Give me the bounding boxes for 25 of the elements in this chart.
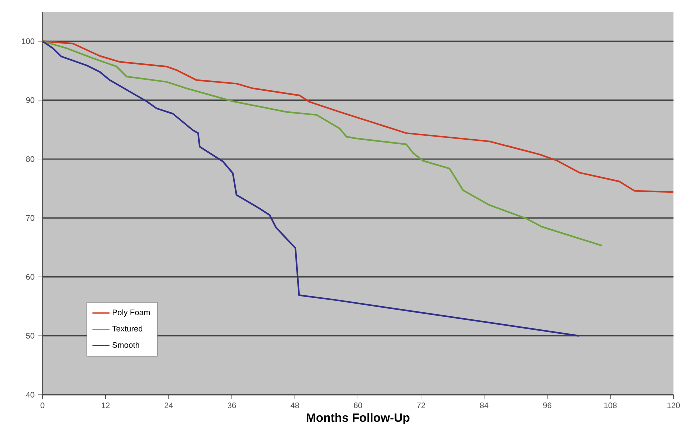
y-tick-label: 100 <box>22 38 35 44</box>
y-tick-label: 80 <box>26 156 35 162</box>
line-series <box>42 40 674 194</box>
x-tick-label: 96 <box>543 402 552 408</box>
x-tick-label: 0 <box>40 402 45 408</box>
x-tick-label: 12 <box>102 402 110 408</box>
x-tick-label: 84 <box>480 402 489 408</box>
y-tick-label: 50 <box>26 333 35 339</box>
y-tick-label: 70 <box>26 215 35 222</box>
x-tick-label: 24 <box>164 402 174 408</box>
x-axis-title: Months Follow-Up <box>307 413 410 425</box>
x-tick-label: 60 <box>354 402 362 408</box>
y-tick-label: 90 <box>26 98 35 104</box>
y-tick-label: 40 <box>26 392 35 398</box>
x-tick-label: 48 <box>290 402 300 408</box>
y-tick-label: 60 <box>26 274 35 280</box>
x-tick-label: 72 <box>417 402 426 408</box>
legend-label: Textured <box>112 326 143 332</box>
line-series <box>42 40 603 247</box>
legend-label: Poly Foam <box>113 310 150 318</box>
x-tick-label: 36 <box>228 402 236 408</box>
x-tick-label: 120 <box>668 402 680 408</box>
x-tick-label: 108 <box>604 402 617 408</box>
line-series <box>42 40 580 337</box>
legend-label: Smooth <box>112 342 140 348</box>
